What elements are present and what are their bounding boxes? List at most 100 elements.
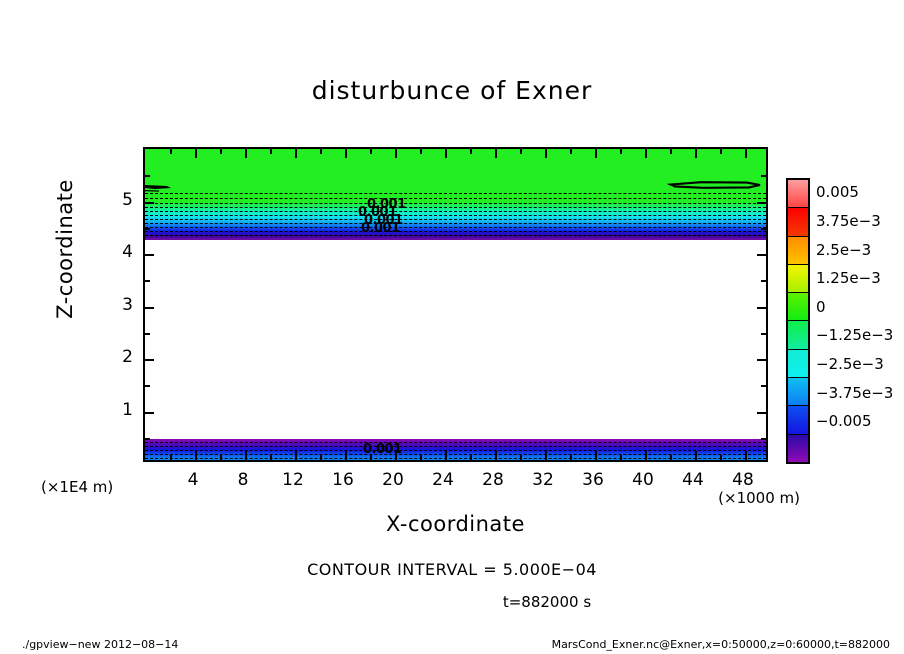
x-axis-tick: [745, 149, 747, 158]
contour-line: [145, 198, 766, 200]
x-axis-tick-label: 12: [282, 470, 304, 490]
y-axis-minor-tick: [145, 227, 150, 230]
x-axis-tick: [295, 451, 297, 460]
contour-value-label: 0.001: [364, 213, 403, 228]
x-axis-minor-tick: [420, 455, 422, 460]
x-axis-tick-label: 4: [187, 470, 199, 490]
y-axis-minor-tick: [145, 175, 150, 178]
contour-value-label: 0.001: [363, 442, 402, 457]
contour-line: [145, 446, 766, 448]
colorbar-tick-label: 1.25e−3: [816, 269, 881, 288]
contour-value-label: 0.001: [361, 221, 400, 236]
colorbar-tick-label: −2.5e−3: [816, 354, 884, 373]
x-axis-tick-label: 24: [432, 470, 454, 490]
colorbar: [786, 178, 810, 464]
time-note: t=882000 s: [502, 593, 592, 611]
x-axis-tick: [545, 149, 547, 158]
contour-line: [145, 442, 766, 444]
x-axis-minor-tick: [520, 455, 522, 460]
x-axis-minor-tick: [720, 149, 722, 154]
contour-line: [145, 227, 766, 229]
colorbar-tick-label: −1.25e−3: [816, 326, 894, 345]
y-axis-tick: [757, 201, 766, 204]
x-axis-minor-tick: [620, 455, 622, 460]
field-band-blank-interior: [145, 240, 766, 439]
y-axis-tick-label: 1: [122, 399, 133, 420]
colorbar-tick-label: 0: [816, 297, 826, 316]
x-axis-tick-label: 40: [632, 470, 654, 490]
y-axis-title: Z-coordinate: [53, 179, 77, 319]
x-axis-minor-tick: [470, 149, 472, 154]
y-axis-tick: [145, 254, 154, 256]
y-axis-minor-tick: [761, 227, 766, 230]
x-axis-tick: [695, 451, 697, 460]
y-axis-minor-tick: [761, 332, 766, 335]
x-axis-tick-label: 48: [732, 470, 754, 490]
y-axis-tick: [757, 306, 766, 309]
y-axis-tick-label: 3: [122, 294, 133, 315]
x-axis-tick: [495, 149, 497, 158]
x-axis-unit-label: (×1000 m): [718, 489, 800, 507]
x-axis-tick: [745, 451, 747, 460]
x-axis-tick: [545, 451, 547, 460]
colorbar-band: [788, 321, 808, 350]
contour-loop-left-icon: [145, 185, 171, 192]
x-axis-tick: [245, 451, 247, 460]
colorbar-band: [788, 378, 808, 407]
x-axis-minor-tick: [270, 455, 272, 460]
x-axis-tick: [445, 451, 447, 460]
contour-line: [145, 231, 766, 233]
contour-line: [145, 211, 766, 213]
x-axis-tick: [245, 149, 247, 158]
y-axis-tick: [145, 359, 154, 361]
contour-loop-right-icon: [666, 181, 761, 189]
footer-command-date: ./gpview−new 2012−08−14: [22, 638, 179, 651]
x-axis-tick: [595, 149, 597, 158]
contour-interval-note: CONTOUR INTERVAL = 5.000E−04: [307, 560, 597, 579]
y-axis-minor-tick: [145, 332, 150, 335]
footer-datasource: MarsCond_Exner.nc@Exner,x=0:50000,z=0:60…: [551, 638, 890, 651]
y-axis-tick: [145, 306, 154, 309]
x-axis-tick-label: 28: [482, 470, 504, 490]
y-axis-tick-label: 2: [122, 347, 133, 367]
page-title: disturbunce of Exner: [311, 76, 593, 105]
colorbar-band: [788, 434, 808, 462]
x-axis-minor-tick: [670, 149, 672, 154]
contour-line: [145, 193, 766, 195]
x-axis-minor-tick: [720, 455, 722, 460]
x-axis-minor-tick: [420, 149, 422, 154]
x-axis-tick-label: 44: [682, 470, 704, 490]
y-axis-tick: [757, 411, 766, 414]
x-axis-minor-tick: [370, 455, 372, 460]
colorbar-band: [788, 180, 808, 209]
x-axis-minor-tick: [270, 149, 272, 154]
colorbar-tick-label: 0.005: [816, 183, 859, 202]
x-axis-minor-tick: [620, 149, 622, 154]
colorbar-band: [788, 406, 808, 435]
colorbar-tick-label: 3.75e−3: [816, 211, 881, 230]
x-axis-tick: [345, 451, 347, 460]
x-axis-tick-label: 32: [532, 470, 554, 490]
contour-line: [145, 215, 766, 217]
x-axis-tick: [195, 451, 197, 460]
y-axis-minor-tick: [761, 437, 766, 440]
x-axis-tick-label: 16: [332, 470, 354, 490]
x-axis-title: X-coordinate: [386, 512, 525, 536]
x-axis-tick: [495, 451, 497, 460]
colorbar-band: [788, 349, 808, 379]
y-axis-unit-label: (×1E4 m): [41, 478, 114, 496]
contour-value-label: 0.001: [358, 205, 397, 220]
x-axis-minor-tick: [320, 455, 322, 460]
y-axis-tick: [145, 411, 154, 414]
x-axis-minor-tick: [570, 455, 572, 460]
colorbar-tick-label: −0.005: [816, 412, 872, 431]
y-axis-minor-tick: [145, 437, 150, 440]
contour-line: [145, 219, 766, 221]
x-axis-minor-tick: [170, 149, 172, 154]
x-axis-tick: [695, 149, 697, 158]
x-axis-minor-tick: [470, 455, 472, 460]
x-axis-tick-label: 20: [382, 470, 404, 490]
contour-line: [145, 454, 766, 456]
x-axis-tick-label: 8: [237, 470, 249, 490]
